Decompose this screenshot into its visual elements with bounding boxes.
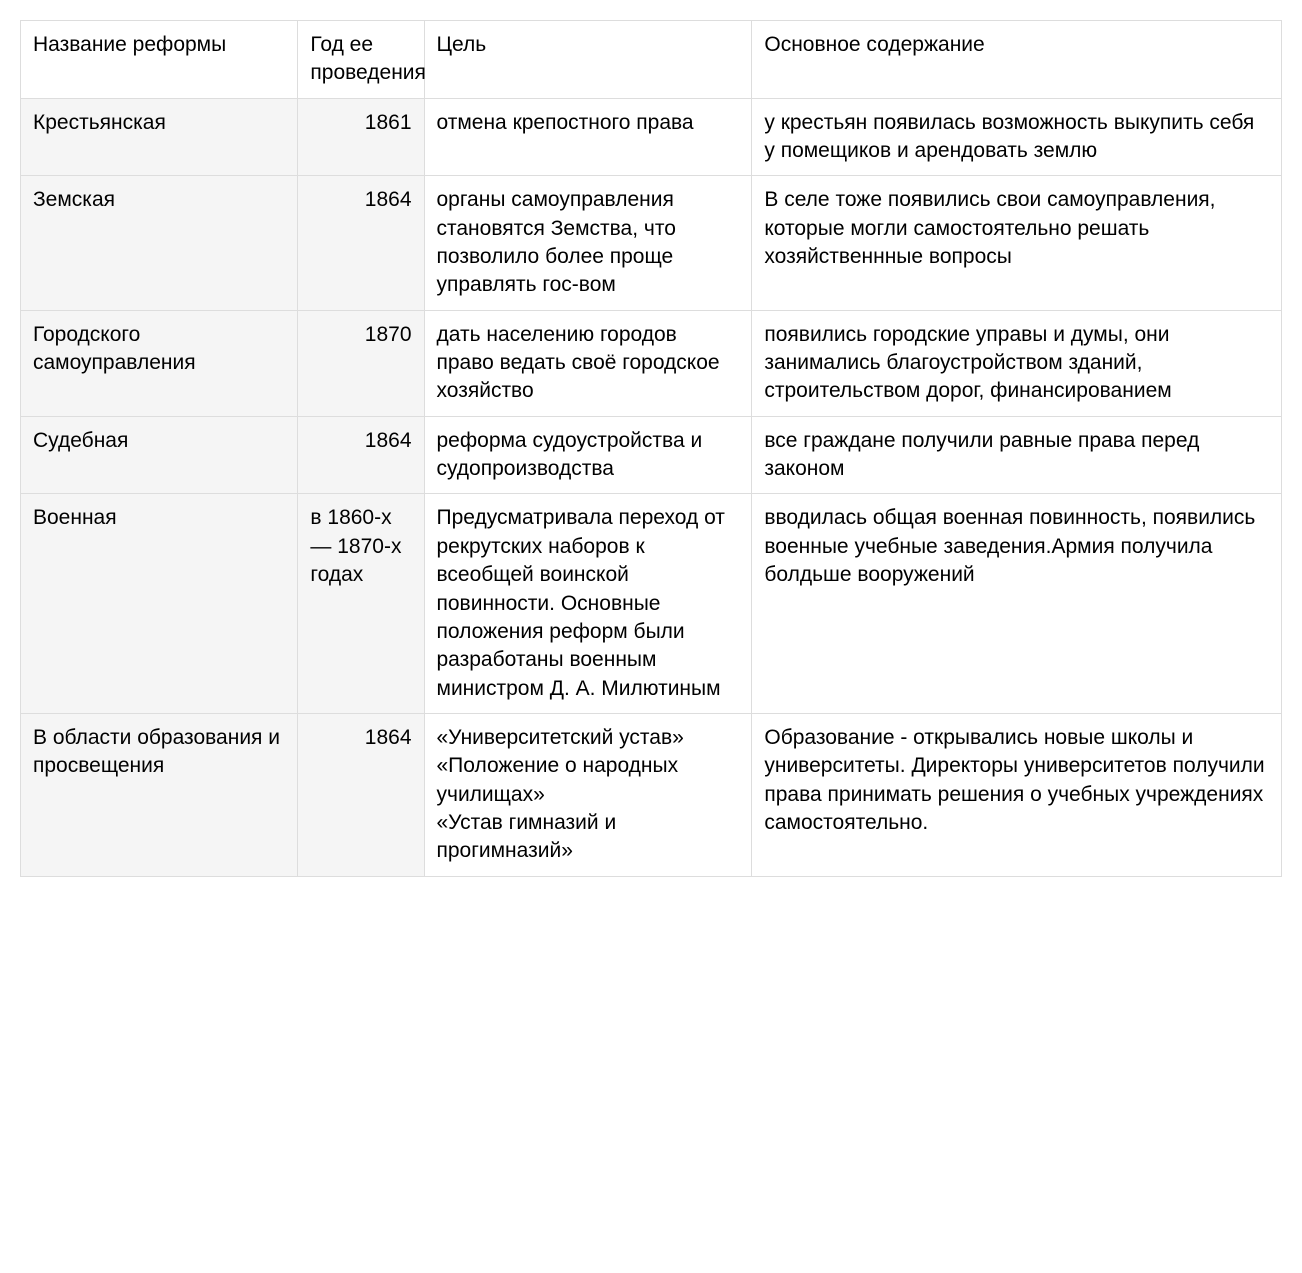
reforms-table: Название реформы Год ее проведения Цель …	[20, 20, 1282, 877]
col-header-name: Название реформы	[21, 21, 298, 99]
cell-goal: дать населению городов право ведать своё…	[424, 310, 752, 416]
cell-reform-name: Земская	[21, 176, 298, 310]
cell-content: появились городские управы и думы, они з…	[752, 310, 1282, 416]
cell-year: 1864	[298, 416, 424, 494]
col-header-content: Основное содержание	[752, 21, 1282, 99]
cell-year: 1864	[298, 713, 424, 876]
table-row: Городского самоуправления1870дать населе…	[21, 310, 1282, 416]
table-row: Крестьянская1861отмена крепостного права…	[21, 98, 1282, 176]
cell-reform-name: Городского самоуправления	[21, 310, 298, 416]
cell-content: у крестьян появилась возможность выкупит…	[752, 98, 1282, 176]
cell-reform-name: Крестьянская	[21, 98, 298, 176]
col-header-goal: Цель	[424, 21, 752, 99]
cell-goal: «Университетский устав» «Положение о нар…	[424, 713, 752, 876]
cell-content: вводилась общая военная повинность, появ…	[752, 494, 1282, 713]
cell-goal: отмена крепостного права	[424, 98, 752, 176]
table-row: Земская1864органы самоуправления становя…	[21, 176, 1282, 310]
cell-year: в 1860-х — 1870-х годах	[298, 494, 424, 713]
cell-goal: Предусматривала переход от рекрутских на…	[424, 494, 752, 713]
cell-goal: реформа судоустройства и судопроизводств…	[424, 416, 752, 494]
cell-content: В селе тоже появились свои самоуправлени…	[752, 176, 1282, 310]
cell-year: 1864	[298, 176, 424, 310]
cell-goal: органы самоуправления становятся Земства…	[424, 176, 752, 310]
table-body: Крестьянская1861отмена крепостного права…	[21, 98, 1282, 876]
table-row: Военнаяв 1860-х — 1870-х годахПредусматр…	[21, 494, 1282, 713]
table-row: Судебная1864реформа судоустройства и суд…	[21, 416, 1282, 494]
cell-year: 1861	[298, 98, 424, 176]
cell-reform-name: В области образования и просвещения	[21, 713, 298, 876]
cell-content: Образование - открывались новые школы и …	[752, 713, 1282, 876]
cell-content: все граждане получили равные права перед…	[752, 416, 1282, 494]
cell-year: 1870	[298, 310, 424, 416]
table-row: В области образования и просвещения1864«…	[21, 713, 1282, 876]
table-header-row: Название реформы Год ее проведения Цель …	[21, 21, 1282, 99]
col-header-year: Год ее проведения	[298, 21, 424, 99]
cell-reform-name: Судебная	[21, 416, 298, 494]
cell-reform-name: Военная	[21, 494, 298, 713]
